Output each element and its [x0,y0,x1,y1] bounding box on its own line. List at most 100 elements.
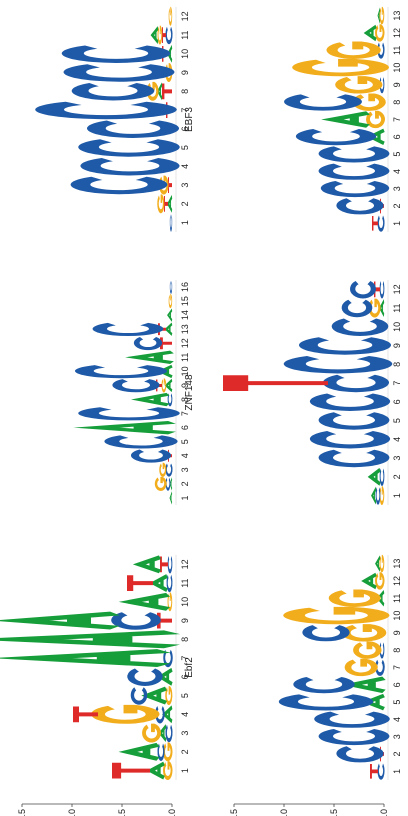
logo-letter-C [336,198,384,215]
x-tick-label: 5 [180,693,190,698]
logo-letter-G [159,462,167,477]
logo-letter-G [168,294,173,309]
logo-letter-A [361,572,377,590]
x-tick-label: 9 [392,82,402,87]
logo-letter-C [165,26,173,45]
x-tick-label: 7 [180,108,190,113]
logo-panel-foxc2 [0,555,181,780]
logo-letter-C [278,694,374,711]
x-tick-label: 8 [180,637,190,642]
logo-letter-A [363,24,377,42]
x-tick-label: 12 [180,338,190,348]
logo-panel-znf148 [223,280,393,505]
logo-letter-C [92,322,164,337]
logo-letter-C [350,280,376,299]
logo-letter-C [104,435,178,449]
logo-letter-A [367,467,381,486]
x-tick-label: 9 [180,618,190,623]
logo-letter-C [318,163,390,180]
x-tick-label: 3 [180,467,190,472]
logo-letter-C [112,379,160,393]
logo-letter-A [118,742,160,761]
x-tick-label: 7 [392,381,402,386]
x-tick-label: 1 [392,221,402,226]
x-tick-label: 7 [392,117,402,122]
logo-letter-T [160,556,169,573]
logo-letter-T [223,375,328,392]
logo-letter-A [132,555,162,574]
x-tick-label: 3 [392,734,402,739]
logo-panel-klf4 [35,6,180,232]
panel-title: ZNF148 [184,374,195,411]
x-tick-label: 11 [392,303,402,312]
x-tick-label: 10 [180,597,190,607]
y-tick-label: 1.5 [229,809,239,816]
logo-letter-G [335,76,383,94]
logo-letter-T [370,764,379,779]
logo-letter-G [353,641,382,659]
logo-letter-A [167,194,173,213]
x-tick-label: 4 [180,164,190,169]
x-tick-label: 7 [392,665,402,670]
x-tick-label: 13 [180,324,190,334]
x-tick-label: 5 [392,418,402,423]
logo-letter-A [125,350,174,365]
logo-letter-C [293,677,355,694]
logo-letter-C [284,94,362,111]
logo-letter-G [326,41,381,59]
logo-letter-G [375,572,385,590]
logo-letter-C [318,146,390,163]
x-tick-label: 1 [180,220,190,225]
x-tick-label: 16 [180,282,190,292]
logo-letter-C [375,487,381,505]
x-tick-label: 4 [392,169,402,174]
panel-title: EBF3 [184,107,195,132]
logo-letter-A [164,378,173,393]
logo-letter-C [87,120,179,138]
logo-letter-C [78,139,180,157]
logo-letter-A [149,574,168,593]
x-tick-label: 14 [180,310,190,320]
y-axis-row-2: 0.0 0.5 1.0 1.5 [229,803,389,816]
x-tick-label: 5 [180,145,190,150]
y-tick-label: 0.0 [167,809,177,816]
x-tick-label: 10 [392,322,402,332]
logo-letter-C [165,477,171,491]
logo-plot-area: 0.00.51.01.50.00.51.01.5Bits FOXC2123456… [0,6,402,816]
logo-letter-C [70,176,168,195]
y-tick-label: 0.5 [117,809,127,816]
x-tick-label: 13 [392,559,402,569]
logo-letter-A [146,761,165,780]
logo-letter-G [366,110,385,129]
logo-letter-G [157,25,163,45]
x-tick-label: 5 [392,700,402,705]
logo-letter-C [63,64,175,82]
logo-letter-C [302,625,350,642]
logo-letter-C [131,449,171,463]
logos-layer [0,6,393,780]
logo-letter-C [318,449,390,468]
logo-letter-C [309,393,391,411]
y-tick-label: 1.0 [67,809,77,816]
logo-letter-G [91,704,160,724]
y-tick-label: 1.0 [279,809,289,816]
x-tick-label: 5 [180,439,190,444]
logo-letter-G [157,194,165,214]
x-tick-label: 4 [180,712,190,717]
y-tick-label: 0.5 [329,809,339,816]
logo-letter-C [127,668,163,686]
x-tick-label: 12 [392,28,402,38]
axes-layer: 0.00.51.01.50.00.51.01.5Bits [17,803,389,816]
logo-letter-A [0,649,171,668]
logo-letter-C [331,318,389,336]
logo-letter-G [292,58,389,77]
logo-letter-C [165,463,173,477]
logo-panel-ebf2 [278,554,390,780]
logo-letter-C [314,711,390,728]
logo-letter-C [75,365,167,379]
logo-letter-C [78,407,180,421]
x-tick-label: 3 [180,731,190,736]
logo-letter-G [283,606,390,625]
x-tick-label: 4 [180,453,190,458]
